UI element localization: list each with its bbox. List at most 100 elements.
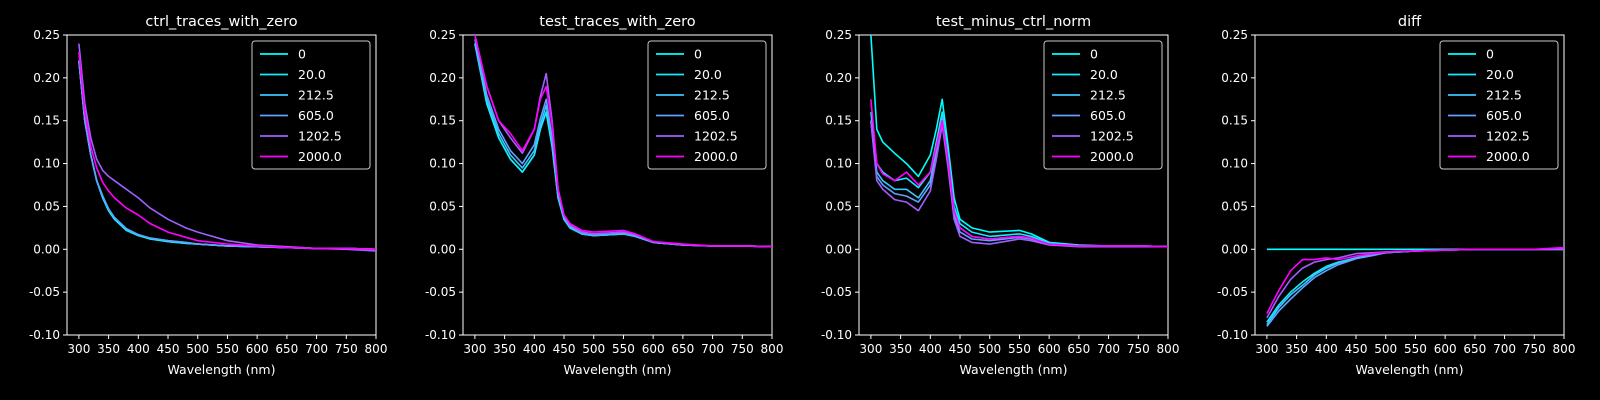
series-line-2000.0 xyxy=(870,99,1168,248)
y-tick-label: 0.15 xyxy=(33,114,60,128)
x-tick-label: 350 xyxy=(1285,342,1308,356)
x-axis-label: Wavelength (nm) xyxy=(1356,362,1464,377)
y-tick-label: 0.05 xyxy=(1221,199,1248,213)
panel-3: test_minus_ctrl_norm 300 350 400 450 500 550 60… xyxy=(821,14,1180,377)
legend-label: 1202.5 xyxy=(1486,129,1530,144)
series-group xyxy=(78,43,376,252)
axes-frame xyxy=(66,34,377,336)
x-tick-label: 650 xyxy=(1463,342,1486,356)
x-axis-label: Wavelength (nm) xyxy=(564,362,672,377)
x-tick-label: 550 xyxy=(216,342,239,356)
x-tick-label: 700 xyxy=(1493,342,1516,356)
x-tick-label: 500 xyxy=(978,342,1001,356)
legend-label: 605.0 xyxy=(1486,108,1522,123)
legend-label: 1202.5 xyxy=(298,129,342,144)
legend-label: 605.0 xyxy=(1090,108,1126,123)
y-tick-label: 0.10 xyxy=(1221,157,1248,171)
legend-label: 212.5 xyxy=(1486,88,1522,103)
legend-label: 2000.0 xyxy=(694,149,738,164)
y-tick-label: 0.05 xyxy=(825,199,852,213)
y-tick-label: -0.05 xyxy=(29,285,60,299)
series-group xyxy=(1266,246,1564,327)
series-line-2000.0 xyxy=(474,35,772,248)
chart-title: ctrl_traces_with_zero xyxy=(145,14,297,30)
x-tick-label: 800 xyxy=(1553,342,1576,356)
series-line-1202.5 xyxy=(870,120,1168,248)
legend-label: 20.0 xyxy=(298,67,326,82)
legend-box xyxy=(1439,40,1559,170)
x-tick-label: 300 xyxy=(463,342,486,356)
x-tick-label: 300 xyxy=(1255,342,1278,356)
x-tick-label: 600 xyxy=(1038,342,1061,356)
y-tick-label: 0.25 xyxy=(33,28,60,42)
legend-label: 20.0 xyxy=(1486,67,1514,82)
legend-label: 1202.5 xyxy=(694,129,738,144)
legend-label: 605.0 xyxy=(298,108,334,123)
x-tick-label: 600 xyxy=(1434,342,1457,356)
legend-box xyxy=(1043,40,1163,170)
y-tick-label: 0.25 xyxy=(1221,28,1248,42)
x-tick-label: 500 xyxy=(582,342,605,356)
y-tick-label: -0.05 xyxy=(821,285,852,299)
axes-frame xyxy=(1254,34,1565,336)
axes-frame xyxy=(858,34,1169,336)
x-tick-label: 500 xyxy=(186,342,209,356)
series-group xyxy=(474,35,772,248)
series-line-2000.0 xyxy=(1266,246,1564,314)
legend-label: 0 xyxy=(298,47,306,62)
x-axis-label: Wavelength (nm) xyxy=(960,362,1068,377)
legend-label: 20.0 xyxy=(694,67,722,82)
y-tick-label: 0.10 xyxy=(429,157,456,171)
x-tick-label: 800 xyxy=(365,342,388,356)
y-tick-label: 0.00 xyxy=(825,242,852,256)
x-tick-label: 550 xyxy=(1008,342,1031,356)
x-tick-label: 700 xyxy=(1097,342,1120,356)
y-tick-label: 0.25 xyxy=(429,28,456,42)
series-group xyxy=(870,35,1168,248)
y-tick-label: -0.10 xyxy=(425,328,456,342)
x-tick-label: 350 xyxy=(493,342,516,356)
x-tick-label: 800 xyxy=(1157,342,1180,356)
x-tick-label: 550 xyxy=(612,342,635,356)
x-tick-label: 350 xyxy=(889,342,912,356)
y-tick-label: -0.05 xyxy=(1217,285,1248,299)
legend-label: 212.5 xyxy=(694,88,730,103)
x-tick-label: 400 xyxy=(127,342,150,356)
x-tick-label: 600 xyxy=(642,342,665,356)
legend-label: 605.0 xyxy=(694,108,730,123)
series-line-2000.0 xyxy=(78,52,376,251)
y-tick-label: 0.10 xyxy=(825,157,852,171)
series-line-605.0 xyxy=(1266,248,1564,327)
y-tick-label: 0.25 xyxy=(825,28,852,42)
y-tick-label: 0.10 xyxy=(33,157,60,171)
y-tick-label: 0.20 xyxy=(1221,71,1248,85)
chart-title: diff xyxy=(1398,14,1422,30)
legend-box xyxy=(647,40,767,170)
x-tick-label: 450 xyxy=(157,342,180,356)
y-tick-label: 0.00 xyxy=(1221,242,1248,256)
x-tick-label: 700 xyxy=(305,342,328,356)
legend-label: 2000.0 xyxy=(1486,149,1530,164)
x-tick-label: 600 xyxy=(246,342,269,356)
y-tick-label: 0.20 xyxy=(825,71,852,85)
x-tick-label: 750 xyxy=(731,342,754,356)
legend-label: 212.5 xyxy=(298,88,334,103)
y-tick-label: 0.05 xyxy=(429,199,456,213)
chart-title: test_traces_with_zero xyxy=(539,14,696,30)
y-tick-label: 0.00 xyxy=(429,242,456,256)
legend-label: 20.0 xyxy=(1090,67,1118,82)
legend-label: 2000.0 xyxy=(1090,149,1134,164)
legend: 0 20.0 212.5 605.0 1202.5 2000.0 xyxy=(647,40,767,170)
y-tick-label: 0.15 xyxy=(825,114,852,128)
x-tick-label: 450 xyxy=(1345,342,1368,356)
legend-label: 1202.5 xyxy=(1090,129,1134,144)
legend-label: 0 xyxy=(1486,47,1494,62)
legend-label: 0 xyxy=(694,47,702,62)
y-tick-label: 0.05 xyxy=(33,199,60,213)
y-tick-label: 0.15 xyxy=(1221,114,1248,128)
x-tick-label: 300 xyxy=(859,342,882,356)
y-tick-label: 0.15 xyxy=(429,114,456,128)
y-tick-label: -0.10 xyxy=(29,328,60,342)
x-tick-label: 350 xyxy=(97,342,120,356)
